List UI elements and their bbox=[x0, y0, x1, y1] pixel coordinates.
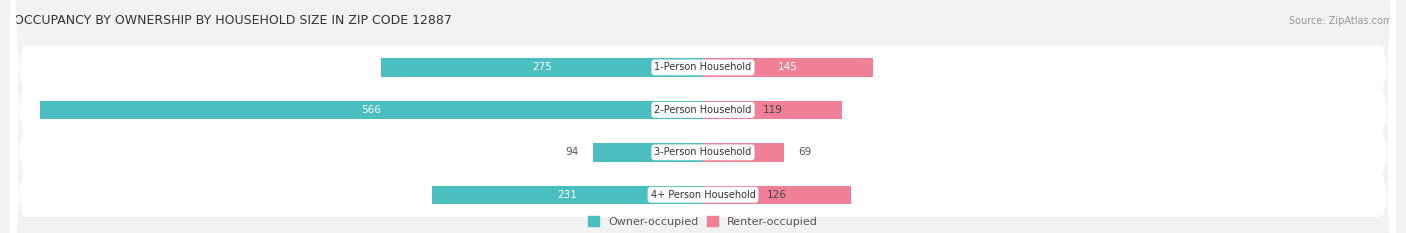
Bar bbox=[703, 143, 785, 161]
Text: Source: ZipAtlas.com: Source: ZipAtlas.com bbox=[1288, 16, 1392, 26]
Bar bbox=[703, 101, 842, 119]
Text: OCCUPANCY BY OWNERSHIP BY HOUSEHOLD SIZE IN ZIP CODE 12887: OCCUPANCY BY OWNERSHIP BY HOUSEHOLD SIZE… bbox=[14, 14, 451, 27]
Bar bbox=[703, 186, 851, 204]
Bar bbox=[593, 143, 703, 161]
Text: 145: 145 bbox=[778, 62, 797, 72]
Bar bbox=[381, 58, 703, 77]
Text: 94: 94 bbox=[565, 147, 579, 157]
Text: 566: 566 bbox=[361, 105, 381, 115]
Bar bbox=[39, 101, 703, 119]
FancyBboxPatch shape bbox=[11, 0, 1395, 233]
Bar bbox=[703, 58, 873, 77]
Text: 1-Person Household: 1-Person Household bbox=[654, 62, 752, 72]
Text: 231: 231 bbox=[558, 190, 578, 200]
FancyBboxPatch shape bbox=[11, 0, 1395, 233]
Text: 4+ Person Household: 4+ Person Household bbox=[651, 190, 755, 200]
FancyBboxPatch shape bbox=[11, 0, 1395, 233]
Legend: Owner-occupied, Renter-occupied: Owner-occupied, Renter-occupied bbox=[583, 212, 823, 231]
Text: 119: 119 bbox=[763, 105, 783, 115]
Text: 275: 275 bbox=[531, 62, 551, 72]
Bar bbox=[433, 186, 703, 204]
Text: 3-Person Household: 3-Person Household bbox=[654, 147, 752, 157]
FancyBboxPatch shape bbox=[11, 0, 1395, 233]
Text: 2-Person Household: 2-Person Household bbox=[654, 105, 752, 115]
Text: 126: 126 bbox=[766, 190, 787, 200]
Text: 69: 69 bbox=[799, 147, 811, 157]
